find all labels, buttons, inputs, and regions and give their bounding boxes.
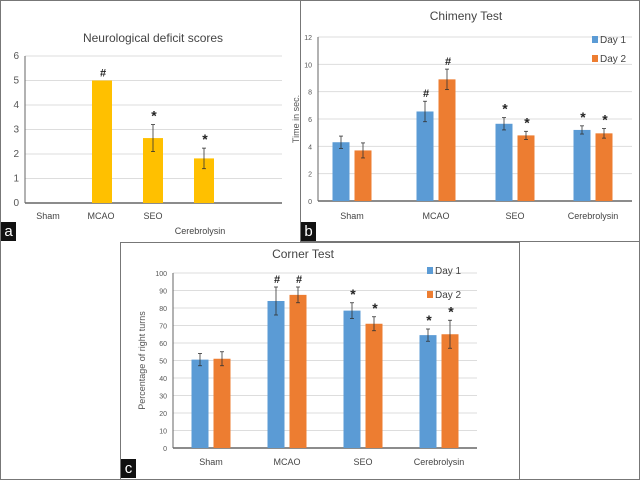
- panel-b-significance-marker: *: [580, 109, 586, 125]
- panel-b-significance-marker: *: [524, 114, 530, 130]
- panel-label-c: c: [121, 459, 136, 478]
- panel-b-y-tick-label: 0: [308, 199, 312, 206]
- panel-label-b: b: [301, 222, 316, 241]
- panel-b-bar: [332, 142, 350, 201]
- panel-b-bar: [438, 79, 456, 201]
- panel-b-frame: [300, 0, 640, 242]
- panel-a-y-tick-label: 2: [13, 149, 19, 160]
- panel-a-bar: [92, 80, 112, 203]
- panel-a-bar: [194, 158, 214, 203]
- panel-c-y-tick-label: 0: [163, 446, 167, 453]
- panel-b-category-label: Cerebrolysin: [568, 211, 619, 221]
- panel-b-bar: [354, 150, 372, 201]
- panel-c-significance-marker: *: [426, 312, 432, 328]
- panel-c-y-tick-label: 10: [159, 429, 167, 436]
- panel-c-legend-swatch: [427, 291, 433, 298]
- panel-c-legend-swatch: [427, 267, 433, 274]
- panel-b-significance-marker: *: [602, 112, 608, 128]
- panel-c-y-tick-label: 90: [159, 289, 167, 296]
- panel-c-significance-marker: #: [296, 274, 302, 286]
- panel-b-legend-label: Day 2: [600, 54, 627, 65]
- panel-c-y-tick-label: 30: [159, 394, 167, 401]
- panel-a-y-tick-label: 5: [13, 76, 19, 87]
- panel-c-y-tick-label: 60: [159, 341, 167, 348]
- panel-a-category-label: Sham: [36, 211, 60, 221]
- panel-a-y-tick-label: 4: [13, 100, 19, 111]
- panel-c-bar: [441, 334, 459, 448]
- panel-b-y-tick-label: 2: [308, 172, 312, 179]
- panel-b-significance-marker: *: [502, 101, 508, 117]
- panel-c-frame: [120, 242, 520, 480]
- panel-c-title: Corner Test: [272, 247, 334, 261]
- panel-c-category-label: SEO: [353, 457, 372, 467]
- panel-a-significance-marker: #: [100, 68, 106, 80]
- panel-a-y-tick-label: 3: [13, 125, 19, 136]
- panel-b-legend-label: Day 1: [600, 35, 627, 46]
- panel-b-y-tick-label: 10: [304, 62, 312, 69]
- panel-b-bar: [573, 129, 591, 201]
- panel-a-significance-marker: *: [151, 108, 157, 124]
- panel-c-legend-label: Day 1: [435, 266, 462, 277]
- panel-c-bar: [365, 323, 383, 448]
- panel-b-category-label: SEO: [505, 211, 524, 221]
- panel-c-significance-marker: *: [350, 286, 356, 302]
- panel-a-bar: [143, 138, 163, 203]
- panel-b-significance-marker: #: [423, 88, 429, 100]
- panel-b-y-tick-label: 12: [304, 35, 312, 42]
- panel-c-bar: [289, 294, 307, 448]
- panel-c-bar: [213, 358, 231, 448]
- panel-a-category-label: SEO: [143, 211, 162, 221]
- panel-c-significance-marker: *: [448, 303, 454, 319]
- panel-a-y-tick-label: 6: [13, 51, 19, 62]
- panel-b-y-axis-label: Time in sec.: [291, 95, 301, 143]
- panel-b-title: Chimeny Test: [430, 9, 503, 23]
- panel-c-y-tick-label: 20: [159, 411, 167, 418]
- panel-b-y-tick-label: 4: [308, 144, 312, 151]
- panel-c-bar: [267, 301, 285, 448]
- panel-c-y-tick-label: 80: [159, 306, 167, 313]
- panel-b-significance-marker: #: [445, 56, 451, 68]
- panel-c-bar: [343, 310, 361, 448]
- panel-c-category-label: MCAO: [274, 457, 301, 467]
- panel-c-bar: [191, 359, 209, 448]
- panel-b-y-tick-label: 8: [308, 90, 312, 97]
- panel-b-category-label: MCAO: [423, 211, 450, 221]
- panel-c-significance-marker: *: [372, 300, 378, 316]
- panel-c-legend-label: Day 2: [435, 290, 462, 301]
- panel-c-y-tick-label: 70: [159, 324, 167, 331]
- panel-c-bar: [419, 335, 437, 448]
- panel-a-y-tick-label: 1: [13, 174, 19, 185]
- panel-a-category-label: Cerebrolysin: [175, 226, 226, 236]
- panel-b-y-tick-label: 6: [308, 117, 312, 124]
- panel-b-legend-swatch: [592, 36, 598, 43]
- panel-b-legend-swatch: [592, 55, 598, 62]
- panel-b-category-label: Sham: [340, 211, 364, 221]
- panel-a-title: Neurological deficit scores: [83, 31, 223, 45]
- panel-b-bar: [495, 123, 513, 201]
- panel-c-category-label: Sham: [199, 457, 223, 467]
- panel-c-category-label: Cerebrolysin: [414, 457, 465, 467]
- panel-b-bar: [517, 135, 535, 201]
- panel-b-bar: [595, 133, 613, 201]
- panel-c-y-axis-label: Percentage of right turns: [137, 311, 147, 410]
- panel-c-y-tick-label: 40: [159, 376, 167, 383]
- panel-label-a: a: [1, 222, 16, 241]
- panel-c-y-tick-label: 100: [155, 271, 167, 278]
- panel-a-category-label: MCAO: [88, 211, 115, 221]
- panel-c-y-tick-label: 50: [159, 359, 167, 366]
- panel-b-bar: [416, 111, 434, 201]
- panel-a-significance-marker: *: [202, 131, 208, 147]
- panel-a-y-tick-label: 0: [13, 198, 19, 209]
- panel-c-significance-marker: #: [274, 274, 280, 286]
